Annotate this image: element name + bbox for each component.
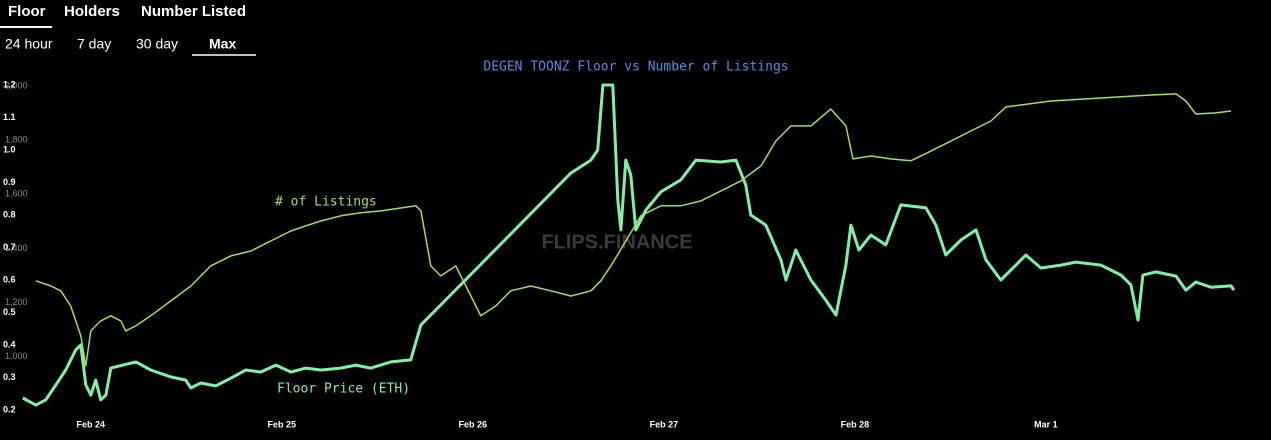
- range-option[interactable]: Max: [209, 36, 236, 52]
- range-option[interactable]: 24 hour: [5, 36, 53, 52]
- watermark: FLIPS.FINANCE: [541, 231, 692, 253]
- tab-bar: Floor Holders Number Listed: [0, 3, 246, 28]
- tab[interactable]: Holders: [64, 3, 120, 20]
- range-option[interactable]: 30 day: [136, 36, 178, 52]
- tab[interactable]: Floor: [8, 3, 46, 20]
- y2-tick-label: 1,000: [5, 351, 28, 361]
- y-tick-label: 1.1: [3, 112, 16, 122]
- annotation: # of Listings: [275, 195, 377, 210]
- chart-title: DEGEN TOONZ Floor vs Number of Listings: [483, 60, 788, 75]
- tab[interactable]: Number Listed: [141, 3, 246, 20]
- y-tick-label: 0.6: [3, 274, 16, 284]
- y2-tick-label: 2,000: [5, 80, 28, 90]
- x-tick-label: Feb 25: [268, 419, 297, 429]
- y-tick-label: 1.0: [3, 144, 16, 154]
- y2-tick-label: 1,400: [5, 243, 28, 253]
- x-tick-label: Feb 28: [841, 419, 870, 429]
- annotation: Floor Price (ETH): [277, 382, 410, 397]
- y-tick-label: 0.2: [3, 404, 16, 414]
- line-series: [35, 93, 1232, 367]
- y-tick-label: 0.3: [3, 372, 16, 382]
- y-tick-label: 0.4: [3, 339, 16, 349]
- line-series: [22, 83, 1236, 407]
- plot: 1,000 1,200 1,400 1,600 1,800 2,000 0.2 0.3 0.4 0…: [3, 79, 1236, 429]
- y-tick-label: 0.7: [3, 242, 16, 252]
- range-option[interactable]: 7 day: [77, 36, 111, 52]
- y-tick-label: 0.8: [3, 209, 16, 219]
- x-tick-label: Feb 24: [77, 419, 106, 429]
- y-tick-label: 0.9: [3, 177, 16, 187]
- range-bar: 24 hour 7 day 30 day Max: [5, 36, 256, 56]
- x-tick-label: Feb 27: [650, 419, 679, 429]
- y2-tick-label: 1,800: [5, 135, 28, 145]
- y2-tick-label: 1,600: [5, 189, 28, 199]
- x-tick-label: Feb 26: [459, 419, 488, 429]
- x-tick-label: Mar 1: [1034, 419, 1058, 429]
- y-tick-label: 1.2: [3, 79, 16, 89]
- y2-tick-label: 1,200: [5, 297, 28, 307]
- y-tick-label: 0.5: [3, 307, 16, 317]
